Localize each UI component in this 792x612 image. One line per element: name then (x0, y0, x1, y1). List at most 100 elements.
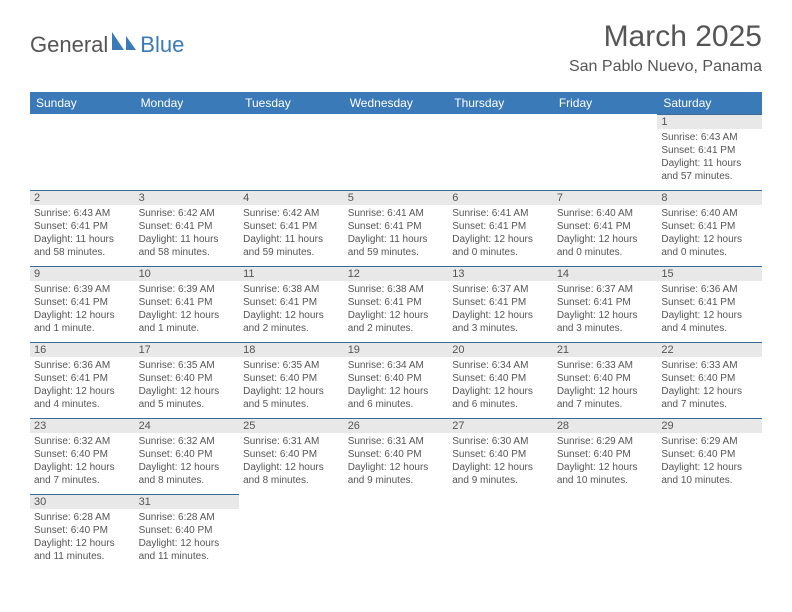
day-number: 23 (30, 419, 135, 433)
sunrise-line: Sunrise: 6:37 AM (557, 283, 654, 296)
daylight-line: Daylight: 11 hours and 57 minutes. (661, 157, 758, 183)
sunset-line: Sunset: 6:40 PM (243, 448, 340, 461)
calendar-day-cell: 26Sunrise: 6:31 AMSunset: 6:40 PMDayligh… (344, 418, 449, 494)
day-number: 10 (135, 267, 240, 281)
daylight-line: Daylight: 12 hours and 2 minutes. (243, 309, 340, 335)
day-number: 31 (135, 495, 240, 509)
day-header: Thursday (448, 92, 553, 114)
daylight-line: Daylight: 12 hours and 0 minutes. (557, 233, 654, 259)
day-header: Saturday (657, 92, 762, 114)
daylight-line: Daylight: 12 hours and 2 minutes. (348, 309, 445, 335)
day-number: 20 (448, 343, 553, 357)
sunrise-line: Sunrise: 6:36 AM (34, 359, 131, 372)
calendar-day-cell: 28Sunrise: 6:29 AMSunset: 6:40 PMDayligh… (553, 418, 658, 494)
logo-text-general: General (30, 32, 108, 58)
calendar-empty-cell (239, 494, 344, 570)
daylight-line: Daylight: 12 hours and 1 minute. (34, 309, 131, 335)
sunset-line: Sunset: 6:41 PM (452, 220, 549, 233)
sunrise-line: Sunrise: 6:33 AM (661, 359, 758, 372)
sunset-line: Sunset: 6:40 PM (34, 448, 131, 461)
day-number: 15 (657, 267, 762, 281)
day-header: Friday (553, 92, 658, 114)
daylight-line: Daylight: 11 hours and 59 minutes. (243, 233, 340, 259)
sunrise-line: Sunrise: 6:34 AM (452, 359, 549, 372)
sunrise-line: Sunrise: 6:28 AM (139, 511, 236, 524)
day-header: Sunday (30, 92, 135, 114)
day-info: Sunrise: 6:37 AMSunset: 6:41 PMDaylight:… (553, 281, 658, 337)
daylight-line: Daylight: 12 hours and 1 minute. (139, 309, 236, 335)
calendar-empty-cell (239, 114, 344, 190)
sunrise-line: Sunrise: 6:41 AM (348, 207, 445, 220)
sunset-line: Sunset: 6:41 PM (243, 296, 340, 309)
calendar-day-cell: 19Sunrise: 6:34 AMSunset: 6:40 PMDayligh… (344, 342, 449, 418)
day-info: Sunrise: 6:39 AMSunset: 6:41 PMDaylight:… (135, 281, 240, 337)
sunrise-line: Sunrise: 6:39 AM (139, 283, 236, 296)
calendar-day-cell: 11Sunrise: 6:38 AMSunset: 6:41 PMDayligh… (239, 266, 344, 342)
daylight-line: Daylight: 12 hours and 8 minutes. (243, 461, 340, 487)
sunrise-line: Sunrise: 6:30 AM (452, 435, 549, 448)
day-info: Sunrise: 6:40 AMSunset: 6:41 PMDaylight:… (553, 205, 658, 261)
day-info: Sunrise: 6:33 AMSunset: 6:40 PMDaylight:… (657, 357, 762, 413)
sunrise-line: Sunrise: 6:33 AM (557, 359, 654, 372)
calendar-week-row: 16Sunrise: 6:36 AMSunset: 6:41 PMDayligh… (30, 342, 762, 418)
calendar-day-cell: 18Sunrise: 6:35 AMSunset: 6:40 PMDayligh… (239, 342, 344, 418)
calendar-week-row: 2Sunrise: 6:43 AMSunset: 6:41 PMDaylight… (30, 190, 762, 266)
calendar-day-cell: 30Sunrise: 6:28 AMSunset: 6:40 PMDayligh… (30, 494, 135, 570)
day-info: Sunrise: 6:42 AMSunset: 6:41 PMDaylight:… (135, 205, 240, 261)
sunset-line: Sunset: 6:40 PM (34, 524, 131, 537)
day-number: 16 (30, 343, 135, 357)
calendar-day-cell: 10Sunrise: 6:39 AMSunset: 6:41 PMDayligh… (135, 266, 240, 342)
sunset-line: Sunset: 6:41 PM (348, 220, 445, 233)
calendar-week-row: 1Sunrise: 6:43 AMSunset: 6:41 PMDaylight… (30, 114, 762, 190)
calendar-day-cell: 2Sunrise: 6:43 AMSunset: 6:41 PMDaylight… (30, 190, 135, 266)
calendar-day-cell: 13Sunrise: 6:37 AMSunset: 6:41 PMDayligh… (448, 266, 553, 342)
sunrise-line: Sunrise: 6:31 AM (348, 435, 445, 448)
daylight-line: Daylight: 12 hours and 3 minutes. (452, 309, 549, 335)
calendar-day-cell: 16Sunrise: 6:36 AMSunset: 6:41 PMDayligh… (30, 342, 135, 418)
calendar-day-cell: 24Sunrise: 6:32 AMSunset: 6:40 PMDayligh… (135, 418, 240, 494)
day-info: Sunrise: 6:41 AMSunset: 6:41 PMDaylight:… (448, 205, 553, 261)
day-info: Sunrise: 6:33 AMSunset: 6:40 PMDaylight:… (553, 357, 658, 413)
day-number: 21 (553, 343, 658, 357)
calendar-day-cell: 23Sunrise: 6:32 AMSunset: 6:40 PMDayligh… (30, 418, 135, 494)
day-info: Sunrise: 6:43 AMSunset: 6:41 PMDaylight:… (30, 205, 135, 261)
calendar-empty-cell (448, 494, 553, 570)
page-subtitle: San Pablo Nuevo, Panama (569, 58, 762, 76)
sunset-line: Sunset: 6:40 PM (243, 372, 340, 385)
calendar-day-cell: 1Sunrise: 6:43 AMSunset: 6:41 PMDaylight… (657, 114, 762, 190)
calendar-day-cell: 17Sunrise: 6:35 AMSunset: 6:40 PMDayligh… (135, 342, 240, 418)
day-info: Sunrise: 6:31 AMSunset: 6:40 PMDaylight:… (344, 433, 449, 489)
sunset-line: Sunset: 6:41 PM (34, 220, 131, 233)
daylight-line: Daylight: 11 hours and 59 minutes. (348, 233, 445, 259)
calendar-day-cell: 9Sunrise: 6:39 AMSunset: 6:41 PMDaylight… (30, 266, 135, 342)
sunset-line: Sunset: 6:41 PM (557, 220, 654, 233)
daylight-line: Daylight: 12 hours and 7 minutes. (557, 385, 654, 411)
calendar-day-cell: 14Sunrise: 6:37 AMSunset: 6:41 PMDayligh… (553, 266, 658, 342)
day-info: Sunrise: 6:29 AMSunset: 6:40 PMDaylight:… (657, 433, 762, 489)
sunset-line: Sunset: 6:41 PM (452, 296, 549, 309)
title-block: March 2025 San Pablo Nuevo, Panama (569, 20, 762, 76)
calendar-empty-cell (344, 114, 449, 190)
daylight-line: Daylight: 12 hours and 9 minutes. (348, 461, 445, 487)
day-number: 4 (239, 191, 344, 205)
calendar-day-cell: 5Sunrise: 6:41 AMSunset: 6:41 PMDaylight… (344, 190, 449, 266)
sunset-line: Sunset: 6:40 PM (661, 448, 758, 461)
day-info: Sunrise: 6:40 AMSunset: 6:41 PMDaylight:… (657, 205, 762, 261)
header: General Blue March 2025 San Pablo Nuevo,… (0, 0, 792, 84)
day-number: 18 (239, 343, 344, 357)
calendar-header-row: SundayMondayTuesdayWednesdayThursdayFrid… (30, 92, 762, 114)
day-number: 14 (553, 267, 658, 281)
daylight-line: Daylight: 12 hours and 6 minutes. (452, 385, 549, 411)
day-number: 25 (239, 419, 344, 433)
calendar-day-cell: 12Sunrise: 6:38 AMSunset: 6:41 PMDayligh… (344, 266, 449, 342)
logo-sail-icon (110, 30, 138, 59)
page-title: March 2025 (569, 20, 762, 54)
day-number: 29 (657, 419, 762, 433)
calendar-day-cell: 20Sunrise: 6:34 AMSunset: 6:40 PMDayligh… (448, 342, 553, 418)
sunrise-line: Sunrise: 6:29 AM (557, 435, 654, 448)
calendar-empty-cell (448, 114, 553, 190)
daylight-line: Daylight: 12 hours and 6 minutes. (348, 385, 445, 411)
day-info: Sunrise: 6:36 AMSunset: 6:41 PMDaylight:… (657, 281, 762, 337)
calendar-table: SundayMondayTuesdayWednesdayThursdayFrid… (30, 92, 762, 570)
calendar-day-cell: 31Sunrise: 6:28 AMSunset: 6:40 PMDayligh… (135, 494, 240, 570)
